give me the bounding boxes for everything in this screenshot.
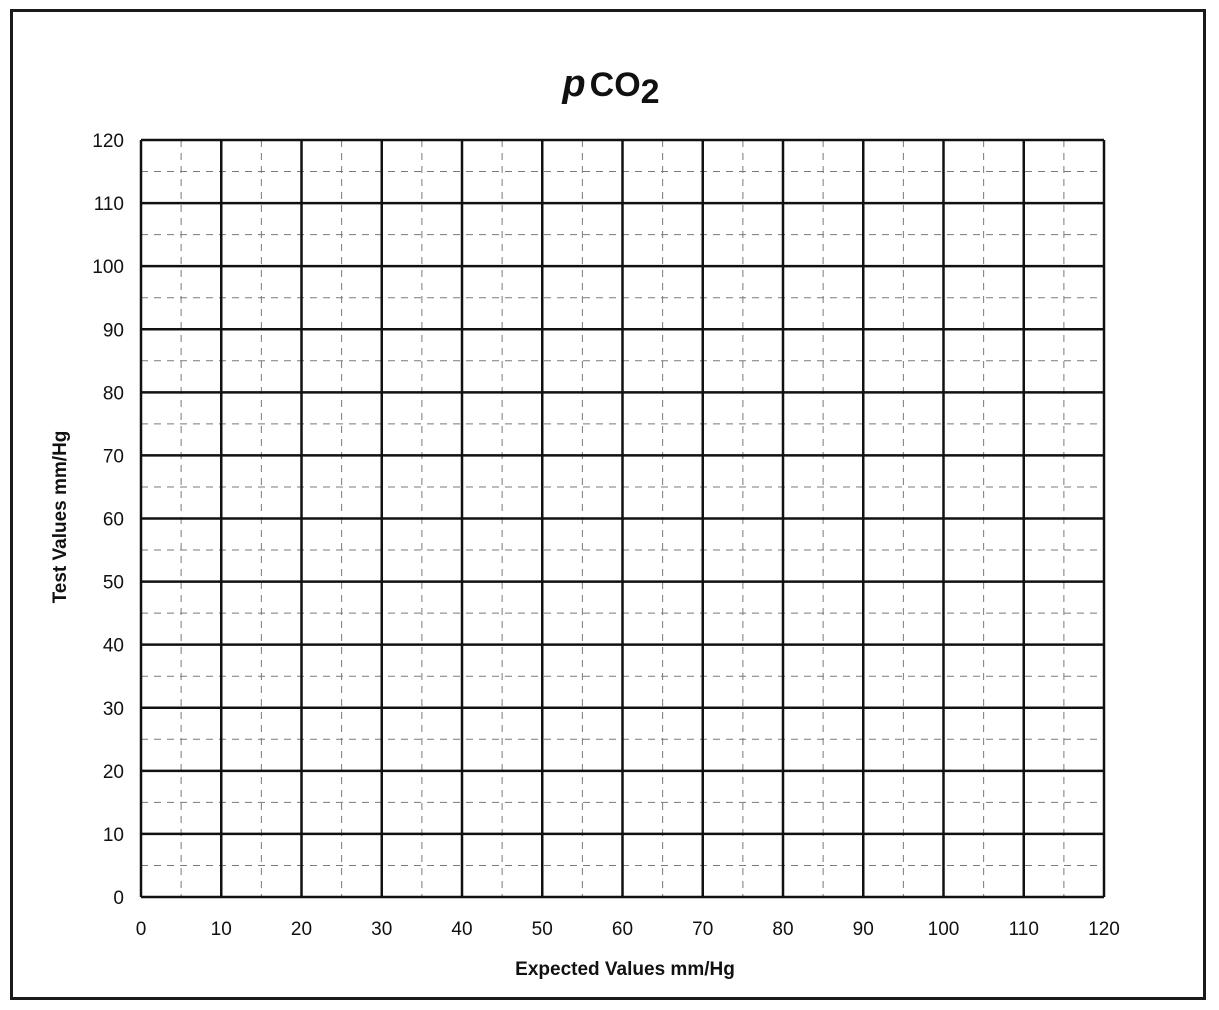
y-tick-label: 120 [92, 131, 124, 152]
title-subscript: 2 [641, 73, 660, 111]
y-tick-label: 0 [113, 888, 124, 909]
y-tick-label: 110 [94, 194, 124, 215]
y-tick-label: 10 [103, 825, 124, 846]
y-tick-label: 100 [92, 257, 124, 278]
y-tick-label: 70 [103, 446, 124, 467]
y-axis-label: Test Values mm/Hg [50, 431, 71, 604]
x-tick-label: 100 [928, 919, 960, 940]
x-tick-label: 90 [853, 919, 874, 940]
major-grid [139, 138, 1106, 899]
y-tick-labels: 0 10 20 30 40 50 60 70 80 90 100 110 120 [92, 131, 124, 909]
title-main-text: CO [590, 66, 641, 104]
x-tick-label: 20 [291, 919, 312, 940]
x-tick-label: 70 [692, 919, 713, 940]
y-tick-label: 80 [103, 383, 124, 404]
x-tick-labels: 0 10 20 30 40 50 60 70 80 90 100 110 120 [136, 919, 1120, 940]
x-tick-label: 110 [1009, 919, 1039, 940]
y-tick-label: 90 [103, 320, 124, 341]
x-axis-label: Expected Values mm/Hg [515, 959, 735, 980]
x-tick-label: 50 [532, 919, 553, 940]
x-tick-label: 120 [1088, 919, 1120, 940]
y-tick-label: 50 [103, 573, 124, 594]
x-tick-label: 0 [136, 919, 147, 940]
x-tick-label: 60 [612, 919, 633, 940]
x-tick-label: 40 [451, 919, 472, 940]
y-tick-label: 60 [103, 510, 124, 531]
y-tick-label: 30 [103, 699, 124, 720]
chart-title: p CO2 [561, 63, 659, 111]
x-tick-label: 10 [211, 919, 232, 940]
x-tick-label: 80 [772, 919, 793, 940]
y-tick-label: 40 [103, 636, 124, 657]
x-tick-label: 30 [371, 919, 392, 940]
y-tick-label: 20 [103, 762, 124, 783]
title-italic-prefix: p [561, 63, 585, 105]
